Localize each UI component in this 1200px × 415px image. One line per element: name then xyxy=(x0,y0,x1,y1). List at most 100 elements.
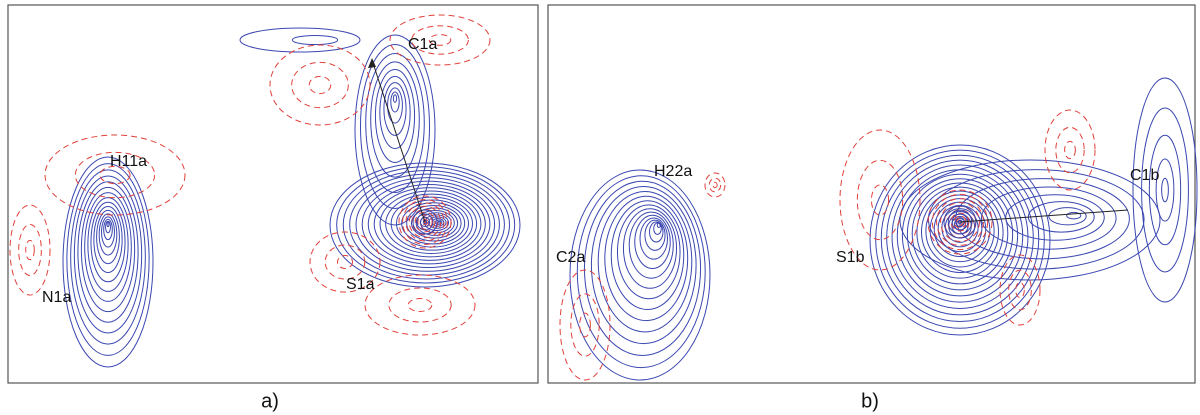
negative-contour xyxy=(398,195,452,249)
positive-contour xyxy=(354,34,436,226)
negative-contour xyxy=(579,312,591,338)
positive-contour xyxy=(105,220,111,234)
negative-contour xyxy=(407,298,433,312)
panel-b-frame xyxy=(547,4,1196,384)
positive-contour xyxy=(644,219,666,251)
positive-contour xyxy=(77,181,139,323)
negative-contour xyxy=(388,287,452,323)
positive-contour xyxy=(373,187,486,261)
positive-contour xyxy=(1155,158,1175,222)
positive-contour xyxy=(412,209,438,235)
positive-contour xyxy=(62,156,154,368)
atom-label: S1a xyxy=(346,276,375,293)
negative-contour xyxy=(712,181,718,189)
positive-contour xyxy=(604,195,689,322)
positive-contour xyxy=(379,190,482,258)
positive-contour xyxy=(98,213,118,256)
positive-contour xyxy=(875,149,1045,329)
positive-contour xyxy=(656,222,661,228)
positive-contour xyxy=(367,183,491,265)
positive-contour xyxy=(437,220,442,224)
panel-caption: b) xyxy=(861,390,879,412)
positive-contour xyxy=(639,217,668,260)
negative-contour xyxy=(559,269,611,381)
positive-contour xyxy=(385,193,478,254)
positive-contour xyxy=(93,205,123,274)
positive-contour xyxy=(392,94,398,103)
atom-label: N1a xyxy=(42,289,71,306)
negative-contour xyxy=(18,223,42,277)
positive-contour xyxy=(1048,207,1087,226)
positive-contour xyxy=(419,216,431,228)
positive-contour xyxy=(422,219,428,225)
positive-contour xyxy=(379,76,411,149)
negative-contour xyxy=(411,208,439,236)
negative-contour xyxy=(389,14,491,66)
atom-label: H22a xyxy=(654,163,692,180)
positive-contour xyxy=(428,216,447,229)
positive-contour xyxy=(597,191,693,333)
negative-contour xyxy=(936,198,984,246)
positive-contour xyxy=(1066,211,1082,220)
positive-contour xyxy=(653,222,662,235)
negative-contour xyxy=(9,204,51,296)
negative-contour xyxy=(291,61,349,109)
panel-a-frame xyxy=(7,4,539,384)
negative-contour xyxy=(1055,126,1085,174)
negative-contour xyxy=(336,255,354,269)
negative-contour xyxy=(74,151,156,199)
positive-contour xyxy=(410,207,459,239)
negative-contour xyxy=(999,254,1041,326)
negative-contour xyxy=(308,75,332,95)
bond-path xyxy=(959,209,1129,223)
positive-contour xyxy=(370,61,420,178)
positive-contour xyxy=(576,175,706,369)
bond-path xyxy=(371,59,426,223)
atom-label: C1b xyxy=(1130,167,1159,184)
atom-label: C2a xyxy=(556,249,585,266)
positive-contour xyxy=(80,186,136,313)
positive-contour xyxy=(390,196,473,251)
positive-contour xyxy=(569,169,711,381)
negative-contour xyxy=(839,129,921,271)
positive-contour xyxy=(106,221,110,228)
negative-contour xyxy=(421,218,429,226)
atom-label: C1a xyxy=(408,36,437,53)
positive-contour xyxy=(616,204,681,300)
negative-contour xyxy=(1015,281,1025,299)
negative-contour xyxy=(25,239,35,261)
negative-contour xyxy=(414,211,436,233)
atom-label: H11a xyxy=(110,153,147,170)
negative-contour xyxy=(931,193,989,251)
positive-contour xyxy=(66,163,150,356)
positive-contour xyxy=(96,209,120,265)
positive-contour xyxy=(329,162,521,288)
positive-contour xyxy=(291,34,339,46)
arrow-head xyxy=(368,58,376,68)
positive-contour xyxy=(590,186,697,345)
positive-contour xyxy=(951,213,969,231)
positive-contour xyxy=(916,186,1004,279)
positive-contour xyxy=(101,216,115,248)
negative-contour xyxy=(1008,269,1032,311)
positive-contour xyxy=(1141,107,1189,273)
positive-contour xyxy=(911,182,1009,285)
positive-contour xyxy=(1161,177,1169,203)
panel-caption: a) xyxy=(261,390,279,412)
negative-contour xyxy=(856,159,904,241)
negative-contour xyxy=(411,25,469,55)
positive-contour xyxy=(387,87,403,124)
positive-contour xyxy=(87,197,129,292)
negative-contour xyxy=(99,165,131,185)
contours xyxy=(9,14,1198,381)
positive-contour xyxy=(1148,134,1182,246)
positive-contour xyxy=(649,221,664,243)
positive-contour xyxy=(390,91,400,113)
negative-contour xyxy=(870,184,890,216)
positive-contour xyxy=(342,169,510,280)
negative-contour xyxy=(428,34,452,46)
positive-contour xyxy=(90,201,126,283)
negative-contour xyxy=(405,202,445,242)
positive-contour xyxy=(634,214,671,269)
